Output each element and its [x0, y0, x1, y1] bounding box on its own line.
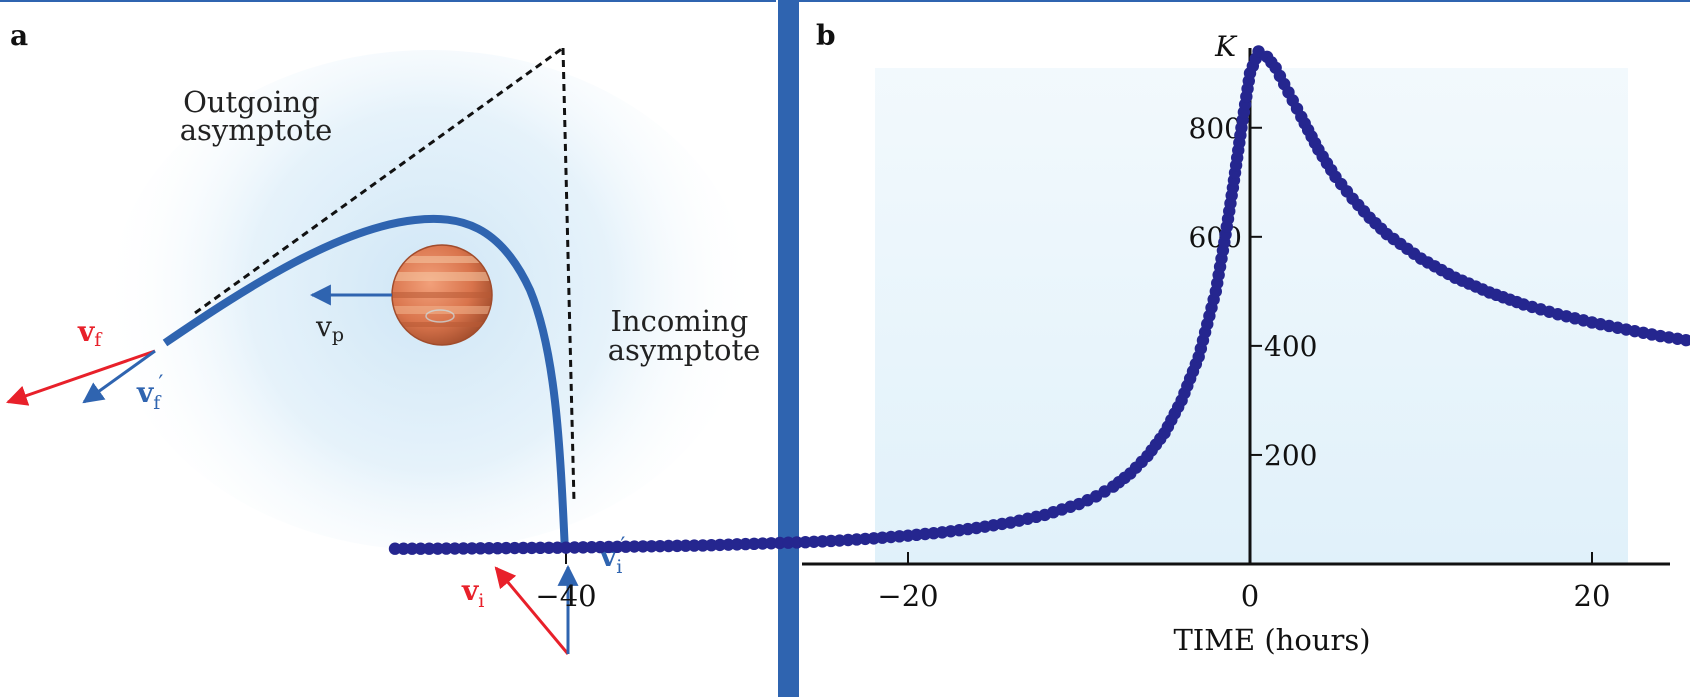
panel-a-letter: a — [10, 19, 28, 52]
data-point — [405, 542, 419, 555]
planet-icon — [391, 244, 493, 346]
top-border — [799, 0, 1690, 2]
panel-b-letter: b — [816, 19, 836, 52]
data-point — [431, 542, 444, 555]
chart-points — [388, 45, 1690, 555]
data-point — [474, 542, 487, 555]
data-point — [611, 540, 624, 554]
data-point — [465, 542, 479, 555]
data-point — [619, 540, 633, 553]
data-point — [688, 539, 701, 552]
panel-divider — [778, 0, 799, 697]
data-point — [525, 541, 538, 555]
panel-a: a vp vf vf′ vi — [0, 0, 776, 655]
data-point — [568, 541, 581, 554]
chart-axes — [802, 48, 1670, 566]
data-point — [534, 541, 547, 555]
data-point — [517, 541, 530, 555]
y-tick-label: 600 — [1189, 221, 1242, 254]
x-tick-label: 20 — [1574, 579, 1611, 613]
data-point — [397, 542, 410, 555]
data-point — [448, 542, 462, 555]
data-point — [636, 540, 650, 553]
vf-label: vf — [77, 315, 103, 351]
vf-prime-label: vf′ — [136, 372, 163, 414]
vi-prime-label: vi′ — [599, 534, 625, 578]
data-point — [653, 539, 667, 553]
incoming-asymptote-line — [561, 47, 576, 503]
data-point — [440, 542, 453, 555]
panel-b: b −40−2002040200400600800 K TIME (hours) — [388, 0, 1690, 657]
trajectory-path — [162, 214, 569, 553]
data-point — [602, 540, 615, 554]
data-point — [679, 539, 692, 552]
data-point — [508, 541, 521, 555]
outgoing-asymptote-label: Outgoing asymptote — [180, 85, 333, 147]
data-point — [645, 540, 658, 553]
x-tick-label: −20 — [877, 579, 938, 613]
vi-arrow — [494, 566, 570, 655]
chart-ticks: −40−2002040200400600800 — [535, 112, 1611, 613]
data-point — [585, 541, 598, 554]
data-point — [551, 541, 564, 554]
y-axis-label: K — [1214, 30, 1238, 63]
vi-label: vi — [461, 574, 484, 612]
vf-arrow — [6, 349, 156, 406]
data-point — [388, 542, 402, 555]
incoming-asymptote-label: Incoming asymptote — [608, 304, 761, 367]
data-point — [499, 541, 513, 555]
outgoing-asymptote-line — [194, 46, 564, 315]
data-point — [559, 541, 573, 554]
data-point — [457, 542, 470, 555]
y-tick-label: 200 — [1264, 439, 1317, 472]
data-point — [662, 539, 675, 553]
vf-prime-arrow — [82, 349, 156, 404]
data-point — [482, 542, 496, 555]
data-point — [491, 541, 504, 555]
data-point — [594, 540, 607, 554]
y-tick-label: 800 — [1189, 112, 1242, 145]
data-point — [1679, 333, 1690, 347]
data-point — [414, 542, 427, 555]
x-tick-label: −40 — [535, 579, 596, 613]
x-tick-label: 0 — [1241, 579, 1259, 613]
data-point — [423, 542, 436, 555]
data-point — [670, 539, 684, 553]
y-tick-label: 400 — [1264, 330, 1317, 363]
vp-label: vp — [315, 310, 344, 346]
x-axis-label: TIME (hours) — [1173, 623, 1370, 657]
data-point — [542, 541, 556, 554]
data-point — [576, 541, 590, 554]
data-point — [628, 540, 641, 553]
top-border — [0, 0, 776, 2]
